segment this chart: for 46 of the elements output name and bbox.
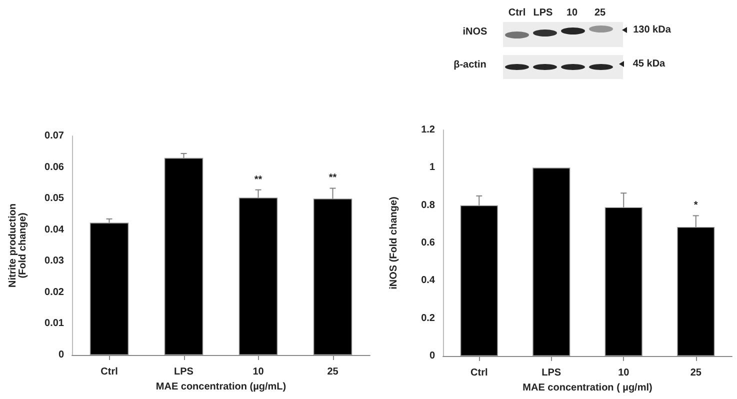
y-tick-label: 1.2 bbox=[421, 124, 436, 136]
y-tick-label: 1 bbox=[429, 162, 436, 174]
x-tick-label: 25 bbox=[690, 368, 702, 378]
text: 130 kDa bbox=[633, 24, 671, 36]
y-tick-label: 0 bbox=[429, 350, 436, 362]
category-label: LPS bbox=[533, 8, 553, 18]
text: iNOS bbox=[462, 26, 488, 38]
category-label: 25 bbox=[594, 8, 606, 18]
y-tick-label: 0.06 bbox=[44, 162, 64, 173]
y-tick-label: 0.03 bbox=[44, 256, 64, 267]
annotation: ** bbox=[328, 172, 337, 184]
y-tick-label: 0.02 bbox=[44, 286, 64, 298]
y-tick-label: 0.04 bbox=[44, 224, 64, 236]
category-label: 10 bbox=[566, 8, 578, 18]
bar bbox=[238, 198, 278, 355]
x-axis-title: MAE concentration ( µg/ml) bbox=[522, 382, 652, 394]
x-tick-label: LPS bbox=[174, 366, 194, 378]
bar bbox=[164, 158, 204, 355]
x-tick-label: 10 bbox=[252, 366, 264, 378]
y-axis-title: Nitrite production (Fold change) bbox=[8, 204, 28, 288]
x-axis-title: MAE concentration (µg/mL) bbox=[156, 382, 286, 392]
x-tick-label: 25 bbox=[327, 366, 339, 378]
annotation: ** bbox=[254, 174, 262, 186]
x-tick-label: 10 bbox=[618, 368, 630, 378]
bar bbox=[90, 222, 129, 355]
bar bbox=[460, 205, 498, 356]
bar bbox=[532, 168, 570, 356]
y-tick-label: 0 bbox=[58, 350, 64, 360]
text: β-actin bbox=[454, 60, 486, 70]
bar bbox=[604, 207, 642, 356]
x-tick-label: LPS bbox=[542, 368, 562, 378]
bar bbox=[313, 198, 352, 355]
y-tick-label: 0.8 bbox=[421, 200, 436, 211]
bar bbox=[677, 226, 715, 356]
x-tick-label: Ctrl bbox=[470, 368, 488, 378]
y-tick-label: 0.07 bbox=[44, 130, 64, 142]
y-tick-label: 0.05 bbox=[44, 193, 64, 204]
y-tick-label: 0.01 bbox=[44, 318, 64, 330]
y-tick-label: 0.4 bbox=[421, 275, 436, 286]
text: 45 kDa bbox=[632, 58, 666, 70]
category-label: Ctrl bbox=[508, 8, 526, 18]
y-axis-title: iNOS (Fold change) bbox=[388, 196, 400, 290]
y-tick-label: 0.6 bbox=[421, 238, 436, 248]
x-tick-label: Ctrl bbox=[100, 366, 118, 378]
annotation: * bbox=[694, 200, 698, 212]
y-tick-label: 0.2 bbox=[421, 312, 436, 324]
